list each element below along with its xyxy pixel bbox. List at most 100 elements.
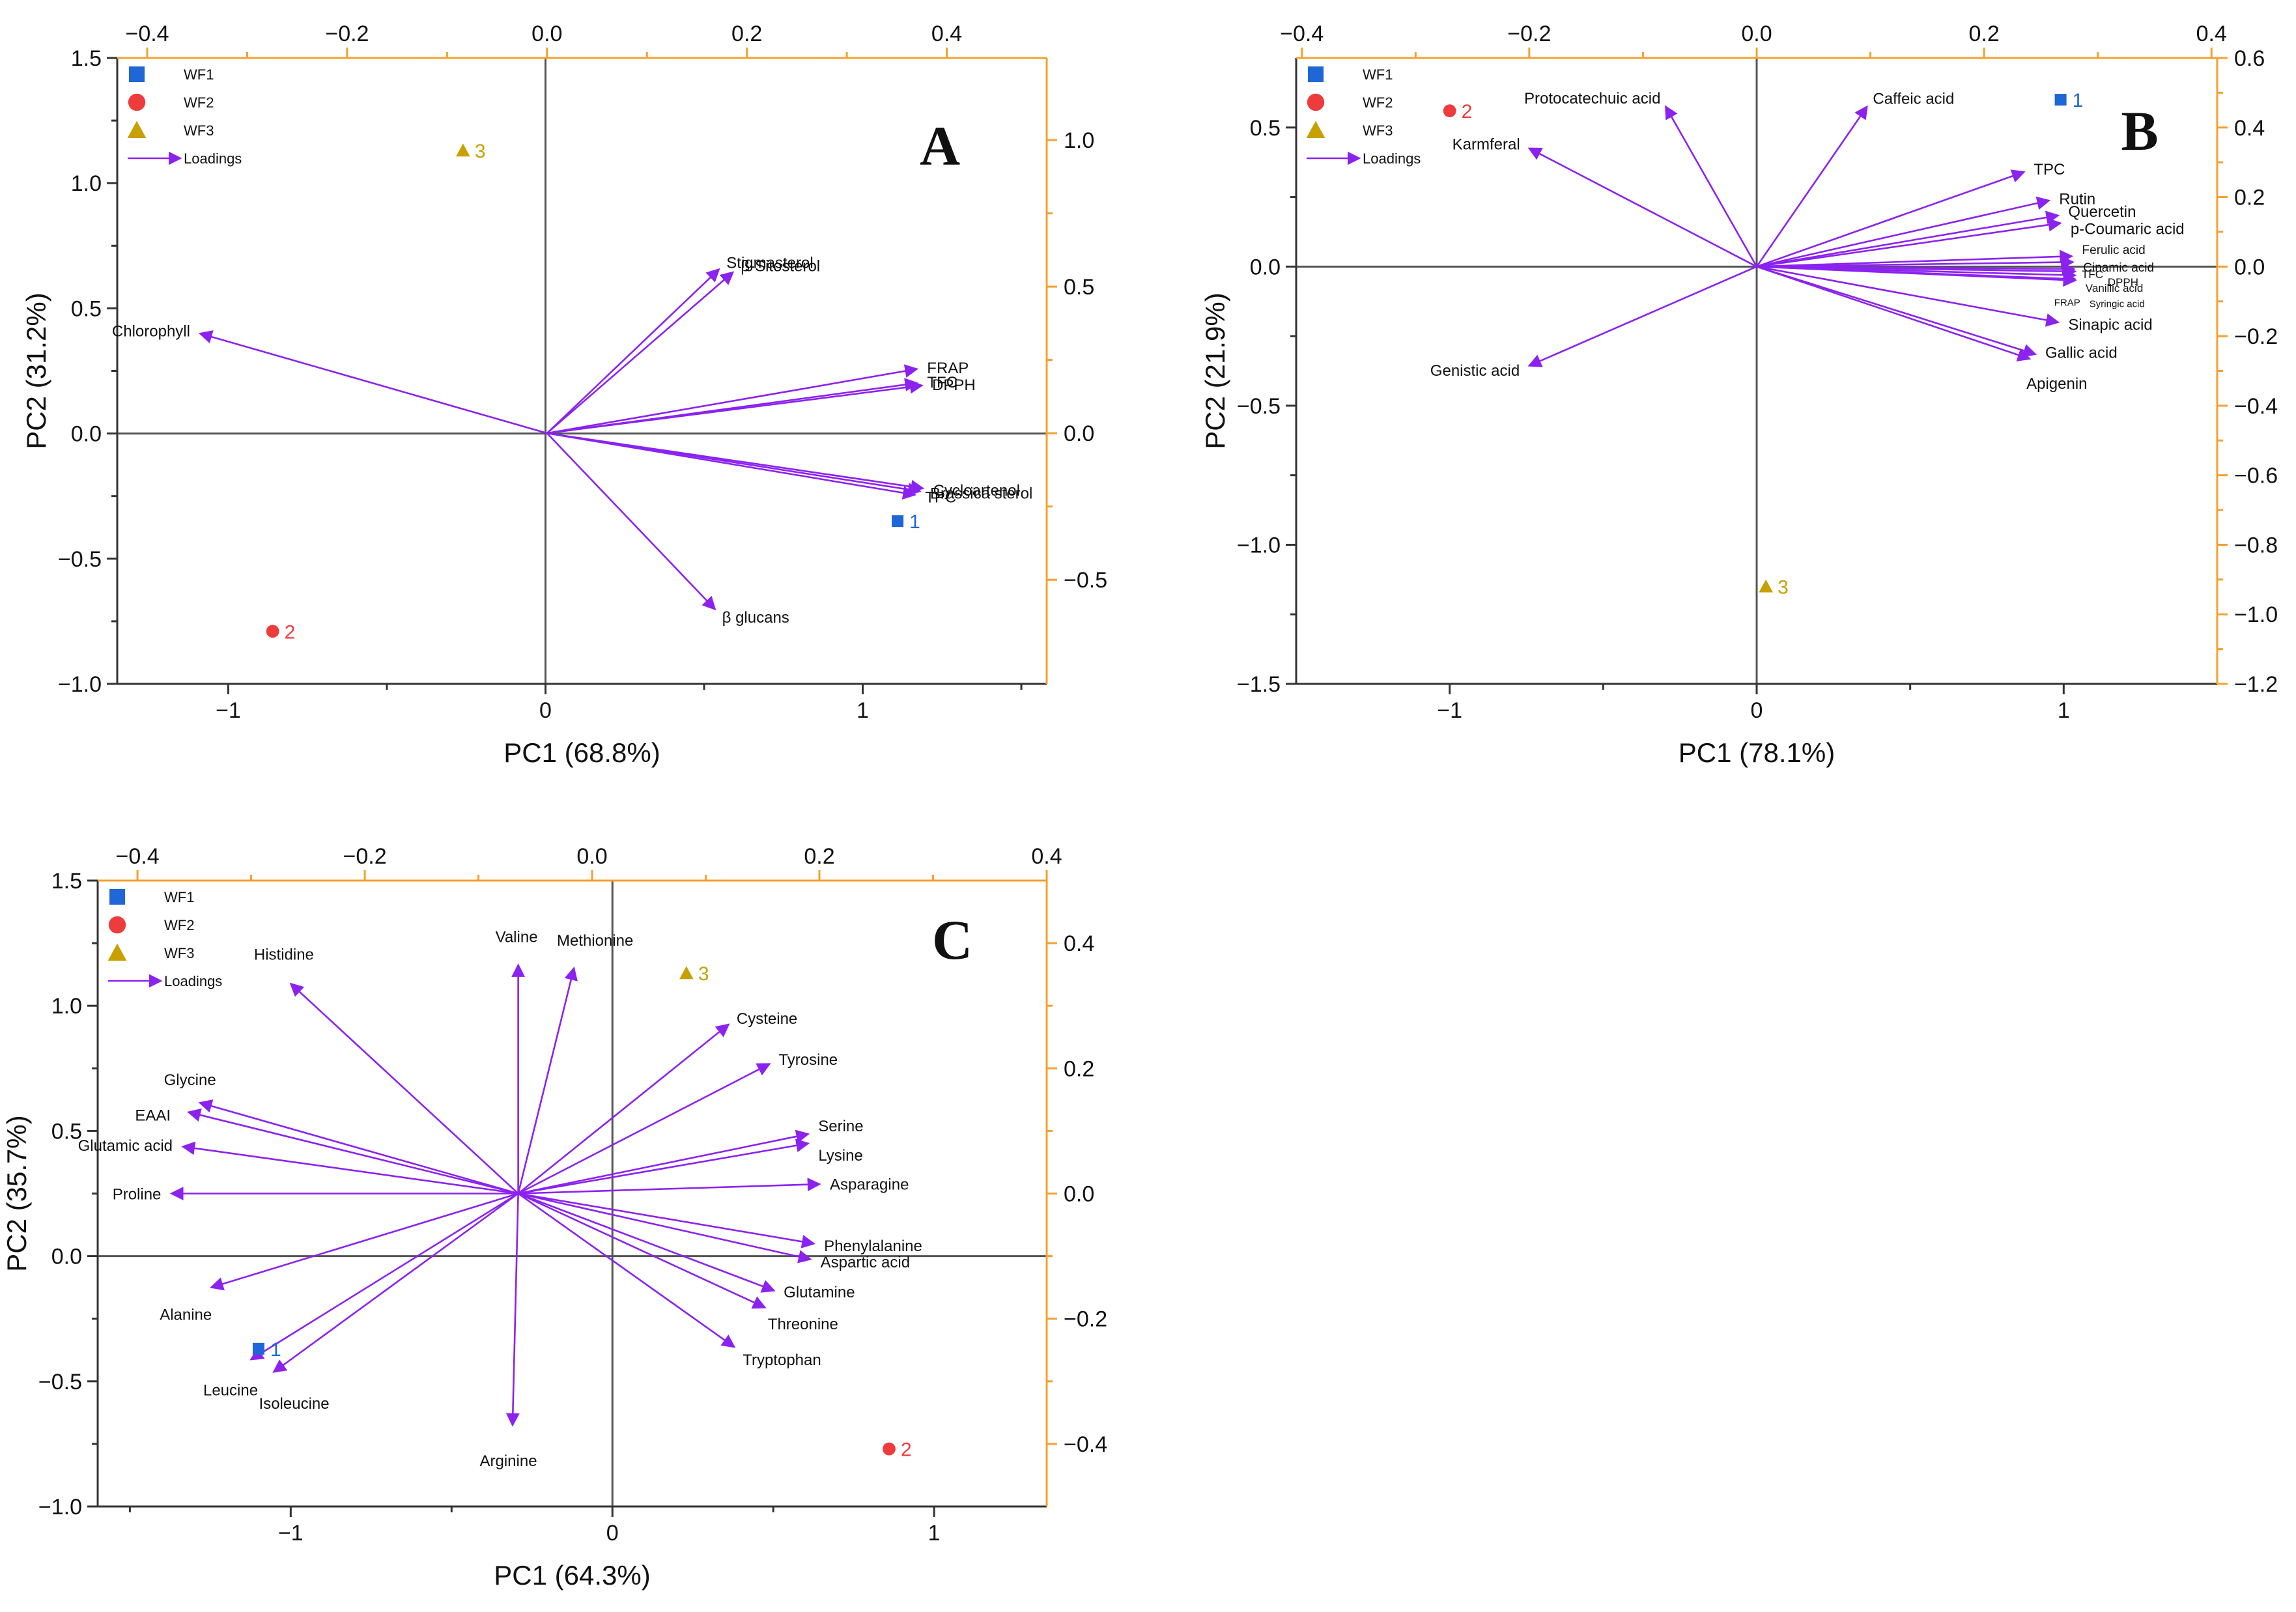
score-label: 2 bbox=[1462, 101, 1473, 122]
loading-arrow bbox=[1756, 266, 2077, 287]
y-tick-label: −1.0 bbox=[38, 1495, 82, 1520]
loading-label: Stigmasterol bbox=[726, 254, 813, 272]
loading-label: Apigenin bbox=[2026, 375, 2087, 393]
loading-arrow bbox=[1756, 249, 2074, 268]
loading-label: TFC bbox=[2082, 268, 2103, 281]
loading-arrow bbox=[518, 1193, 815, 1249]
y2-tick-label: −0.2 bbox=[1064, 1307, 1107, 1332]
legend-wf2-marker bbox=[128, 93, 146, 111]
loading-label: Cysteine bbox=[737, 1010, 797, 1028]
loading-arrow bbox=[518, 1193, 812, 1264]
score-label: 3 bbox=[475, 141, 486, 162]
loading-label: Syringic acid bbox=[2090, 299, 2145, 310]
y2-tick-label: 0.4 bbox=[1064, 931, 1094, 956]
loading-arrow bbox=[1755, 105, 1868, 268]
loading-label: Glycine bbox=[164, 1071, 216, 1089]
y2-tick-label: 0.0 bbox=[2234, 255, 2265, 279]
loading-arrow bbox=[546, 364, 919, 434]
y-axis-title: PC2 (31.2%) bbox=[21, 292, 51, 449]
score-label: 1 bbox=[2073, 90, 2084, 111]
loading-label: Valine bbox=[496, 929, 538, 946]
loading-arrow bbox=[518, 1193, 767, 1309]
loading-label: Cycloartenol bbox=[933, 482, 1020, 500]
loading-arrow bbox=[1756, 255, 2075, 270]
score-point-wf2 bbox=[1443, 104, 1456, 118]
loading-label: β-Sitosterol bbox=[741, 258, 820, 276]
y-tick-label: −0.5 bbox=[1237, 394, 1281, 419]
score-point-wf3 bbox=[679, 966, 694, 980]
legend-label: WF2 bbox=[184, 94, 214, 111]
x-tick-label: −1 bbox=[1437, 698, 1462, 723]
biplot-panel-a: A −1 0 1 −1.0 −0.5 0.0 0.5 1.0 1.5 −0.4 −0.2 0.0 0.2… bbox=[21, 21, 1107, 768]
y2-tick-label: −0.4 bbox=[1064, 1432, 1107, 1457]
score-point-wf1 bbox=[252, 1342, 264, 1355]
loading-arrow bbox=[517, 1023, 730, 1195]
y2-tick-label: 0.2 bbox=[2234, 186, 2265, 210]
x2-tick-label: 0.2 bbox=[804, 844, 834, 869]
score-label: 3 bbox=[698, 963, 709, 985]
score-label: 1 bbox=[909, 511, 920, 533]
y-tick-label: −1.0 bbox=[1237, 533, 1281, 558]
loading-arrow bbox=[517, 967, 578, 1194]
loading-arrow bbox=[1756, 266, 2032, 361]
y2-tick-label: −0.6 bbox=[2234, 464, 2278, 488]
y2-tick-label: 0.2 bbox=[1064, 1056, 1094, 1081]
loading-arrow bbox=[1527, 266, 1757, 367]
score-label: 3 bbox=[1778, 577, 1789, 599]
x-axis-title: PC1 (64.3%) bbox=[494, 1560, 650, 1591]
x2-tick-label: 0.0 bbox=[1741, 21, 1772, 46]
biplot-panel-b: B −1 0 1 −1.5 −1.0 −0.5 0.0 0.5 −0.4 −0.2 0.0 0.2 0.… bbox=[1200, 21, 2278, 768]
x2-tick-label: −0.4 bbox=[1280, 21, 1324, 46]
x2-tick-label: 0.4 bbox=[1031, 844, 1062, 869]
y-tick-label: 0.0 bbox=[71, 422, 102, 447]
loading-arrow bbox=[518, 1193, 776, 1293]
legend-wf1-marker bbox=[109, 889, 125, 905]
x2-tick-label: −0.4 bbox=[125, 21, 169, 46]
loading-label: Cinamic acid bbox=[2083, 261, 2154, 275]
loading-arrow bbox=[505, 1193, 520, 1427]
loading-label: Phenylalanine bbox=[824, 1237, 922, 1255]
loading-arrow bbox=[210, 1193, 518, 1291]
loading-label: DPPH bbox=[932, 376, 976, 394]
loading-label: FRAP bbox=[927, 360, 969, 377]
loading-arrow bbox=[272, 1193, 519, 1373]
score-label: 1 bbox=[270, 1339, 281, 1361]
x2-tick-label: 0.2 bbox=[731, 21, 762, 46]
loading-label: TPC bbox=[2034, 161, 2065, 178]
legend-label: Loadings bbox=[1363, 150, 1421, 167]
y2-tick-label: 0.5 bbox=[1064, 275, 1094, 300]
loading-label: Sinapic acid bbox=[2068, 317, 2152, 334]
y-tick-label: −0.5 bbox=[38, 1370, 82, 1394]
y-tick-label: 0.5 bbox=[1250, 116, 1281, 141]
y2-tick-label: −1.0 bbox=[2234, 602, 2278, 627]
loading-arrow bbox=[546, 432, 917, 500]
x2-tick-label: −0.2 bbox=[1507, 21, 1551, 46]
loading-label: Rutin bbox=[2059, 190, 2095, 208]
loading-arrow bbox=[1756, 218, 2062, 268]
score-point-wf3 bbox=[1759, 579, 1773, 593]
y-tick-label: −1.5 bbox=[1237, 672, 1281, 697]
loading-label: FRAP bbox=[2054, 298, 2080, 309]
loading-label: Ferulic acid bbox=[2082, 244, 2146, 257]
loading-label: Asparagine bbox=[830, 1176, 909, 1194]
loading-arrow bbox=[187, 1108, 518, 1195]
loading-label: Caffeic acid bbox=[1873, 91, 1954, 108]
x2-tick-label: 0.0 bbox=[576, 844, 607, 869]
loading-label: Tyrosine bbox=[778, 1051, 838, 1069]
y-tick-label: −1.0 bbox=[58, 672, 102, 697]
legend-label: WF3 bbox=[1363, 122, 1393, 139]
y2-tick-label: 1.0 bbox=[1064, 128, 1094, 153]
legend-wf1-marker bbox=[129, 66, 145, 82]
loading-arrow bbox=[1756, 196, 2051, 268]
legend-label: WF3 bbox=[184, 122, 214, 139]
loading-arrow bbox=[181, 1141, 518, 1195]
y2-tick-label: −0.2 bbox=[2234, 324, 2278, 349]
panel-letter: A bbox=[920, 115, 960, 177]
y2-tick-label: −0.4 bbox=[2234, 394, 2278, 419]
x-tick-label: −1 bbox=[278, 1521, 304, 1546]
loading-arrow bbox=[249, 1193, 519, 1361]
legend-wf2-marker bbox=[1307, 93, 1325, 111]
loading-label: Serine bbox=[818, 1118, 863, 1135]
legend-wf2-marker bbox=[108, 916, 126, 934]
